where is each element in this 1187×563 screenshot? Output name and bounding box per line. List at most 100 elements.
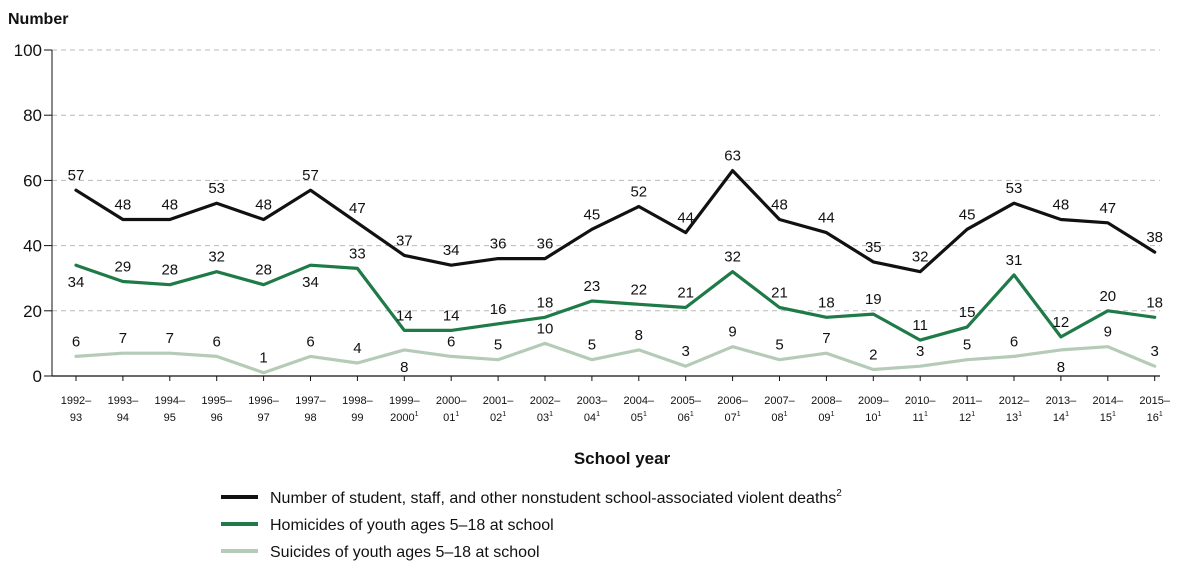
data-label: 1: [259, 350, 267, 367]
data-label: 48: [115, 197, 132, 214]
x-tick-label: 94: [117, 412, 129, 424]
legend-label: Number of student, staff, and other nons…: [270, 488, 842, 507]
data-label: 19: [865, 291, 882, 308]
series-line-2: [74, 263, 1157, 342]
data-label: 45: [959, 206, 976, 223]
data-label: 16: [490, 301, 507, 318]
data-label: 35: [865, 239, 882, 256]
data-label: 9: [728, 324, 736, 341]
data-label: 48: [1053, 197, 1070, 214]
data-label: 5: [963, 337, 971, 354]
data-label: 29: [115, 258, 132, 275]
data-label: 3: [682, 343, 690, 360]
x-tick-label: 2008–: [811, 395, 842, 407]
x-tick-label: 2005–: [670, 395, 701, 407]
x-tick-label: 071: [725, 411, 741, 424]
x-tick-label: 2014–: [1093, 395, 1124, 407]
legend-label: Suicides of youth ages 5–18 at school: [270, 544, 540, 561]
x-tick-label: 2006–: [717, 395, 748, 407]
data-label: 47: [1099, 200, 1116, 217]
x-tick-label: 20001: [390, 411, 418, 424]
data-label: 23: [584, 278, 601, 295]
data-label: 48: [771, 197, 788, 214]
y-tick-label: 20: [23, 302, 42, 321]
y-axis-label: Number: [8, 11, 68, 28]
data-label: 14: [443, 307, 460, 324]
x-tick-label: 2015–: [1139, 395, 1170, 407]
data-label: 10: [537, 320, 554, 337]
y-axis-ticks: 0 20 40 60 80 100: [14, 41, 53, 386]
x-tick-label: 2011–: [952, 395, 983, 407]
x-axis-label: School year: [574, 449, 671, 468]
x-tick-label: 1995–: [201, 395, 232, 407]
data-label: 36: [490, 236, 507, 253]
data-label: 7: [166, 330, 174, 347]
x-tick-label: 93: [70, 412, 82, 424]
x-tick-label: 081: [771, 411, 787, 424]
x-tick-label: 2004–: [624, 395, 655, 407]
legend: Number of student, staff, and other nons…: [221, 488, 842, 561]
data-label: 12: [1053, 314, 1070, 331]
data-label: 8: [635, 327, 643, 344]
x-tick-label: 101: [865, 411, 881, 424]
x-tick-label: 1999–: [389, 395, 420, 407]
data-label: 4: [353, 340, 361, 357]
gridlines: [52, 49, 1160, 312]
data-label: 5: [775, 337, 783, 354]
x-tick-label: 1992–: [61, 395, 92, 407]
data-label: 14: [396, 307, 413, 324]
data-label: 34: [443, 242, 460, 259]
x-tick-label: 111: [913, 411, 928, 424]
data-label: 48: [255, 197, 272, 214]
x-tick-label: 1998–: [342, 395, 373, 407]
data-label: 33: [349, 245, 366, 262]
x-tick-label: 2013–: [1046, 395, 1077, 407]
data-label: 32: [208, 249, 225, 266]
data-label: 3: [1151, 343, 1159, 360]
data-label: 38: [1146, 229, 1163, 246]
series-line-3: [74, 341, 1157, 375]
series-lines: [74, 169, 1157, 375]
data-label: 8: [400, 359, 408, 376]
data-label: 45: [584, 206, 601, 223]
x-axis: 1992– 93 1993– 94 1994– 95 1995– 96 1996– 97 1997–…: [52, 375, 1171, 424]
data-label: 44: [677, 210, 694, 227]
data-label: 6: [306, 333, 314, 350]
data-label: 53: [1006, 180, 1023, 197]
x-tick-label: 051: [631, 411, 647, 424]
data-label: 18: [818, 294, 835, 311]
x-tick-label: 2007–: [764, 395, 795, 407]
data-label: 6: [447, 333, 455, 350]
y-tick-label: 80: [23, 106, 42, 125]
x-tick-label: 011: [443, 411, 459, 424]
series-line-1: [74, 169, 1157, 274]
data-label: 18: [1146, 294, 1163, 311]
data-label: 28: [161, 262, 178, 279]
x-tick-label: 061: [678, 411, 694, 424]
y-tick-label: 40: [23, 237, 42, 256]
data-label: 5: [494, 337, 502, 354]
x-tick-label: 2012–: [999, 395, 1030, 407]
data-label: 7: [822, 330, 830, 347]
data-label: 6: [72, 333, 80, 350]
data-label: 8: [1057, 359, 1065, 376]
y-tick-label: 60: [23, 171, 42, 190]
x-tick-label: 141: [1053, 411, 1069, 424]
x-tick-label: 97: [257, 412, 269, 424]
data-label: 28: [255, 262, 272, 279]
x-tick-label: 1993–: [108, 395, 139, 407]
data-label: 34: [302, 274, 319, 291]
x-tick-label: 95: [164, 412, 176, 424]
data-label: 18: [537, 294, 554, 311]
data-label: 47: [349, 200, 366, 217]
legend-label: Homicides of youth ages 5–18 at school: [270, 517, 554, 534]
data-label: 2: [869, 346, 877, 363]
data-label: 63: [724, 148, 741, 165]
x-tick-label: 151: [1100, 411, 1116, 424]
data-label: 3: [916, 343, 924, 360]
data-label: 53: [208, 180, 225, 197]
x-tick-label: 2002–: [530, 395, 561, 407]
x-tick-label: 161: [1147, 411, 1163, 424]
